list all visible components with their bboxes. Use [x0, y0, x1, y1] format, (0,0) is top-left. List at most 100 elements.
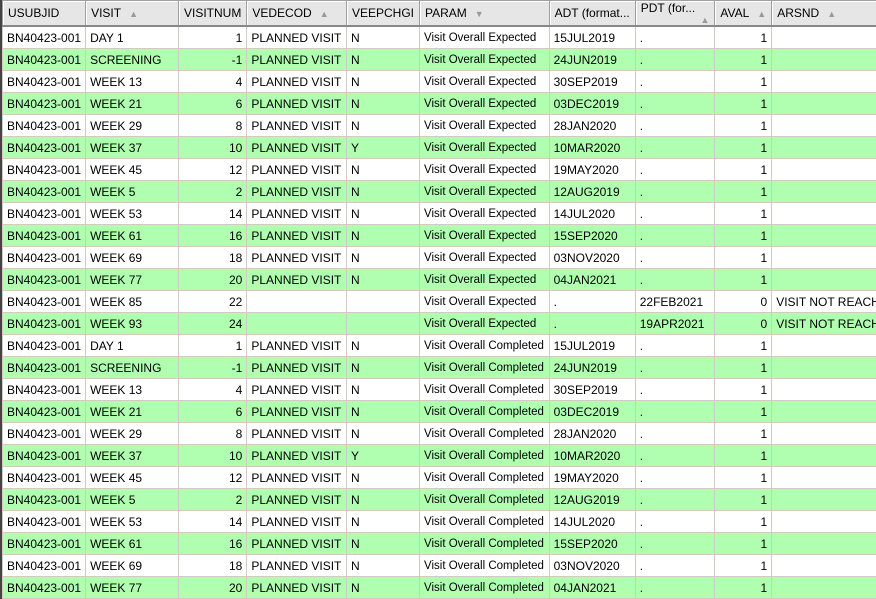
cell-param[interactable]: Visit Overall Completed — [420, 335, 550, 357]
cell-adt[interactable]: 24JUN2019 — [549, 357, 635, 379]
cell-visit[interactable]: WEEK 21 — [86, 93, 179, 115]
cell-veepchgi[interactable]: N — [346, 555, 419, 577]
cell-arsnd[interactable] — [772, 379, 876, 401]
cell-visitnum[interactable]: 18 — [179, 555, 247, 577]
cell-pdt[interactable]: . — [635, 533, 715, 555]
cell-param[interactable]: Visit Overall Expected — [420, 269, 550, 291]
cell-vedecod[interactable]: PLANNED VISIT — [247, 577, 347, 599]
cell-visit[interactable]: WEEK 45 — [86, 159, 179, 181]
cell-veepchgi[interactable]: N — [346, 577, 419, 599]
cell-aval[interactable]: 1 — [715, 379, 772, 401]
cell-pdt[interactable]: . — [635, 423, 715, 445]
cell-visit[interactable]: SCREENING — [86, 49, 179, 71]
cell-veepchgi[interactable]: N — [346, 335, 419, 357]
cell-usubjid[interactable]: BN40423-001 — [3, 26, 86, 49]
cell-visitnum[interactable]: 6 — [179, 401, 247, 423]
cell-veepchgi[interactable] — [346, 313, 419, 335]
cell-pdt[interactable]: . — [635, 467, 715, 489]
cell-veepchgi[interactable]: N — [346, 511, 419, 533]
cell-usubjid[interactable]: BN40423-001 — [3, 93, 86, 115]
cell-visit[interactable]: WEEK 53 — [86, 511, 179, 533]
cell-usubjid[interactable]: BN40423-001 — [3, 71, 86, 93]
cell-pdt[interactable]: 19APR2021 — [635, 313, 715, 335]
cell-visitnum[interactable]: 12 — [179, 467, 247, 489]
cell-visitnum[interactable]: 4 — [179, 379, 247, 401]
cell-pdt[interactable]: . — [635, 115, 715, 137]
cell-pdt[interactable]: . — [635, 335, 715, 357]
cell-vedecod[interactable]: PLANNED VISIT — [247, 269, 347, 291]
cell-param[interactable]: Visit Overall Expected — [420, 313, 550, 335]
cell-arsnd[interactable] — [772, 247, 876, 269]
column-header-adt[interactable]: ADT (format... — [549, 1, 635, 27]
cell-arsnd[interactable] — [772, 137, 876, 159]
cell-param[interactable]: Visit Overall Completed — [420, 401, 550, 423]
cell-vedecod[interactable]: PLANNED VISIT — [247, 115, 347, 137]
cell-adt[interactable]: 14JUL2020 — [549, 203, 635, 225]
cell-arsnd[interactable] — [772, 26, 876, 49]
cell-param[interactable]: Visit Overall Expected — [420, 115, 550, 137]
cell-usubjid[interactable]: BN40423-001 — [3, 577, 86, 599]
cell-aval[interactable]: 1 — [715, 181, 772, 203]
cell-param[interactable]: Visit Overall Expected — [420, 247, 550, 269]
cell-vedecod[interactable]: PLANNED VISIT — [247, 533, 347, 555]
cell-aval[interactable]: 0 — [715, 291, 772, 313]
column-header-visit[interactable]: VISIT▲ — [86, 1, 179, 27]
sort-ascending-icon[interactable]: ▲ — [320, 9, 329, 19]
column-header-pdt[interactable]: PDT (for...▲ — [635, 1, 715, 27]
cell-adt[interactable]: 03DEC2019 — [549, 93, 635, 115]
cell-visit[interactable]: WEEK 85 — [86, 291, 179, 313]
cell-aval[interactable]: 1 — [715, 511, 772, 533]
cell-aval[interactable]: 0 — [715, 313, 772, 335]
cell-visit[interactable]: WEEK 29 — [86, 423, 179, 445]
cell-usubjid[interactable]: BN40423-001 — [3, 203, 86, 225]
cell-vedecod[interactable]: PLANNED VISIT — [247, 511, 347, 533]
cell-visitnum[interactable]: 24 — [179, 313, 247, 335]
sort-descending-icon[interactable]: ▼ — [475, 9, 484, 19]
cell-aval[interactable]: 1 — [715, 401, 772, 423]
cell-veepchgi[interactable]: N — [346, 533, 419, 555]
cell-visitnum[interactable]: 14 — [179, 203, 247, 225]
cell-arsnd[interactable] — [772, 445, 876, 467]
column-header-usubjid[interactable]: USUBJID — [3, 1, 86, 27]
cell-aval[interactable]: 1 — [715, 115, 772, 137]
cell-visit[interactable]: WEEK 13 — [86, 71, 179, 93]
cell-param[interactable]: Visit Overall Completed — [420, 467, 550, 489]
cell-pdt[interactable]: . — [635, 159, 715, 181]
cell-visit[interactable]: WEEK 53 — [86, 203, 179, 225]
cell-adt[interactable]: 10MAR2020 — [549, 445, 635, 467]
cell-visit[interactable]: WEEK 45 — [86, 467, 179, 489]
cell-veepchgi[interactable]: N — [346, 379, 419, 401]
cell-aval[interactable]: 1 — [715, 26, 772, 49]
cell-arsnd[interactable] — [772, 423, 876, 445]
cell-aval[interactable]: 1 — [715, 71, 772, 93]
cell-aval[interactable]: 1 — [715, 269, 772, 291]
cell-usubjid[interactable]: BN40423-001 — [3, 225, 86, 247]
cell-veepchgi[interactable]: N — [346, 467, 419, 489]
cell-arsnd[interactable] — [772, 181, 876, 203]
cell-pdt[interactable]: . — [635, 203, 715, 225]
cell-visit[interactable]: WEEK 13 — [86, 379, 179, 401]
cell-usubjid[interactable]: BN40423-001 — [3, 291, 86, 313]
cell-arsnd[interactable]: VISIT NOT REACHED — [772, 291, 876, 313]
cell-adt[interactable]: 04JAN2021 — [549, 269, 635, 291]
cell-visitnum[interactable]: 1 — [179, 26, 247, 49]
column-header-veepchgi[interactable]: VEEPCHGI — [346, 1, 419, 27]
cell-aval[interactable]: 1 — [715, 467, 772, 489]
cell-visitnum[interactable]: 16 — [179, 225, 247, 247]
cell-visitnum[interactable]: 22 — [179, 291, 247, 313]
cell-vedecod[interactable]: PLANNED VISIT — [247, 335, 347, 357]
cell-visit[interactable]: WEEK 29 — [86, 115, 179, 137]
cell-adt[interactable]: 19MAY2020 — [549, 467, 635, 489]
cell-usubjid[interactable]: BN40423-001 — [3, 247, 86, 269]
cell-pdt[interactable]: 22FEB2021 — [635, 291, 715, 313]
